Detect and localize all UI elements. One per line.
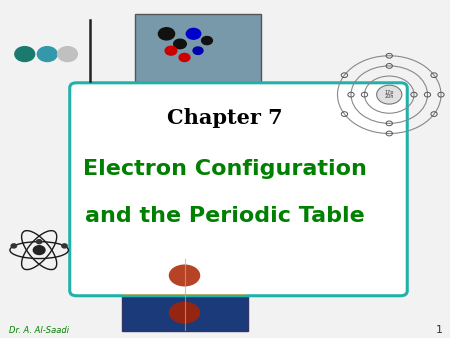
Circle shape <box>33 246 45 255</box>
Circle shape <box>11 244 17 248</box>
Text: and the Periodic Table: and the Periodic Table <box>85 206 365 226</box>
Circle shape <box>36 240 42 244</box>
FancyBboxPatch shape <box>70 83 407 296</box>
FancyBboxPatch shape <box>135 14 261 95</box>
Circle shape <box>158 28 175 40</box>
Circle shape <box>377 85 402 104</box>
Circle shape <box>58 47 77 62</box>
Circle shape <box>165 46 177 55</box>
Text: 1: 1 <box>436 324 443 335</box>
Circle shape <box>179 53 190 62</box>
Circle shape <box>193 47 203 54</box>
Circle shape <box>202 37 212 45</box>
Circle shape <box>62 244 67 248</box>
Text: 17p: 17p <box>385 90 394 95</box>
Ellipse shape <box>169 301 200 324</box>
Circle shape <box>37 47 57 62</box>
Text: Dr. A. Al-Saadi: Dr. A. Al-Saadi <box>9 325 69 335</box>
Circle shape <box>186 28 201 39</box>
Text: Chapter 7: Chapter 7 <box>167 108 283 128</box>
FancyBboxPatch shape <box>122 257 248 331</box>
Circle shape <box>174 39 186 49</box>
Text: 20n: 20n <box>385 94 394 99</box>
Ellipse shape <box>169 264 200 287</box>
Circle shape <box>15 47 35 62</box>
Text: Electron Configuration: Electron Configuration <box>83 159 367 179</box>
